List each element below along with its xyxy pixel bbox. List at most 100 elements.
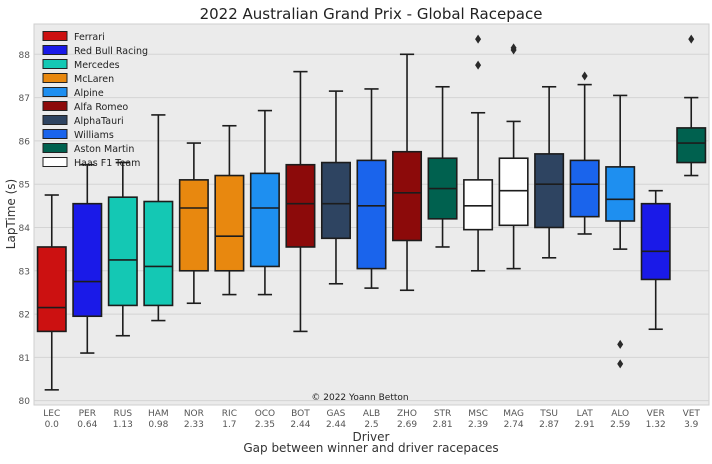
- box-alb: [356, 88, 387, 289]
- x-tick-driver: ZHO: [397, 409, 417, 419]
- x-tick-driver: ALO: [611, 409, 629, 419]
- x-tick-gap: 0.0: [45, 420, 60, 430]
- x-tick-driver: OCO: [255, 409, 275, 419]
- box-lat: [569, 71, 600, 235]
- x-tick-gap: 1.32: [646, 420, 666, 430]
- y-tick-label: 86: [19, 137, 31, 147]
- box-ham: [143, 114, 174, 322]
- box-nor: [178, 142, 209, 305]
- legend-label: McLaren: [74, 74, 114, 85]
- legend-label: Williams: [74, 130, 114, 141]
- y-tick-label: 82: [19, 311, 30, 321]
- x-tick-gap: 1.13: [113, 420, 133, 430]
- outlier-point: [475, 34, 482, 44]
- box-iqr: [178, 179, 209, 272]
- box-tsu: [534, 85, 565, 259]
- box-str: [427, 85, 458, 248]
- box-iqr: [356, 159, 387, 270]
- x-tick-gap: 2.39: [468, 420, 488, 430]
- box-ric: [214, 124, 245, 296]
- box-iqr: [249, 172, 280, 268]
- x-tick-gap: 2.44: [290, 420, 310, 430]
- box-bot: [285, 70, 316, 333]
- box-iqr: [320, 161, 351, 240]
- box-iqr: [392, 150, 423, 242]
- x-tick-driver: ALB: [363, 409, 380, 419]
- y-tick-label: 83: [19, 267, 30, 277]
- legend-label: Ferrari: [74, 32, 105, 43]
- x-tick-gap: 2.35: [255, 420, 275, 430]
- x-tick-driver: TSU: [539, 409, 558, 419]
- box-iqr: [640, 202, 671, 281]
- y-tick-label: 80: [19, 397, 31, 407]
- x-tick-gap: 3.9: [684, 420, 699, 430]
- x-tick-driver: MSC: [468, 409, 488, 419]
- boxes: [36, 34, 707, 391]
- x-tick-driver: LAT: [577, 409, 594, 419]
- box-iqr: [463, 179, 494, 231]
- box-mag: [498, 43, 529, 270]
- y-tick-label: 88: [19, 51, 31, 61]
- copyright-annotation: © 2022 Yoann Betton: [311, 393, 408, 403]
- legend-swatch: [42, 87, 68, 97]
- x-tick-gap: 2.69: [397, 420, 417, 430]
- x-tick-gap: 1.7: [222, 420, 236, 430]
- outlier-point: [617, 339, 624, 349]
- outlier-point: [688, 34, 695, 44]
- legend-label: Alpine: [74, 88, 104, 99]
- legend: Ferrari Red Bull Racing Mercedes McLaren Alp…: [42, 31, 148, 169]
- x-tick-driver: STR: [434, 409, 451, 419]
- outlier-point: [617, 359, 624, 369]
- legend-swatch: [42, 31, 68, 41]
- box-iqr: [107, 196, 138, 307]
- y-axis-label: LapTime (s): [4, 179, 18, 249]
- box-iqr: [72, 202, 103, 318]
- box-iqr: [569, 159, 600, 218]
- legend-label: Mercedes: [74, 60, 120, 71]
- x-tick-gap: 2.81: [433, 420, 453, 430]
- x-tick-driver: HAM: [148, 409, 169, 419]
- x-tick-driver: GAS: [327, 409, 346, 419]
- x-tick-gap: 2.74: [504, 420, 524, 430]
- x-tick-driver: MAG: [503, 409, 524, 419]
- box-zho: [392, 53, 423, 292]
- box-iqr: [676, 127, 707, 164]
- box-iqr: [498, 157, 529, 227]
- outlier-point: [510, 43, 517, 53]
- box-iqr: [214, 174, 245, 272]
- x-tick-gap: 0.64: [77, 420, 97, 430]
- box-ver: [640, 189, 671, 331]
- x-tick-driver: RIC: [222, 409, 237, 419]
- x-tick-gap: 0.98: [148, 420, 168, 430]
- box-iqr: [534, 153, 565, 229]
- box-rus: [107, 161, 138, 337]
- y-tick-label: 87: [19, 94, 30, 104]
- box-gas: [320, 90, 351, 285]
- x-tick-driver: BOT: [291, 409, 310, 419]
- legend-swatch: [42, 73, 68, 83]
- legend-label: AlphaTauri: [74, 116, 124, 127]
- x-tick-driver: VET: [683, 409, 701, 419]
- x-tick-gap: 2.91: [575, 420, 595, 430]
- y-tick-label: 84: [19, 224, 31, 234]
- box-iqr: [143, 200, 174, 307]
- legend-swatch: [42, 115, 68, 125]
- legend-label: Red Bull Racing: [74, 46, 148, 57]
- box-per: [72, 163, 103, 354]
- box-iqr: [36, 246, 67, 333]
- legend-label: Alfa Romeo: [74, 102, 128, 113]
- legend-label: Aston Martin: [74, 144, 134, 155]
- x-tick-gap: 2.5: [364, 420, 378, 430]
- x-tick-gap: 2.44: [326, 420, 346, 430]
- x-axis-label: Driver: [353, 430, 390, 444]
- legend-swatch: [42, 129, 68, 139]
- box-alo: [605, 94, 636, 369]
- x-tick-driver: LEC: [43, 409, 60, 419]
- box-lec: [36, 194, 67, 391]
- box-iqr: [605, 166, 636, 222]
- box-vet: [676, 34, 707, 177]
- outlier-point: [581, 71, 588, 81]
- x-tick-driver: PER: [79, 409, 96, 419]
